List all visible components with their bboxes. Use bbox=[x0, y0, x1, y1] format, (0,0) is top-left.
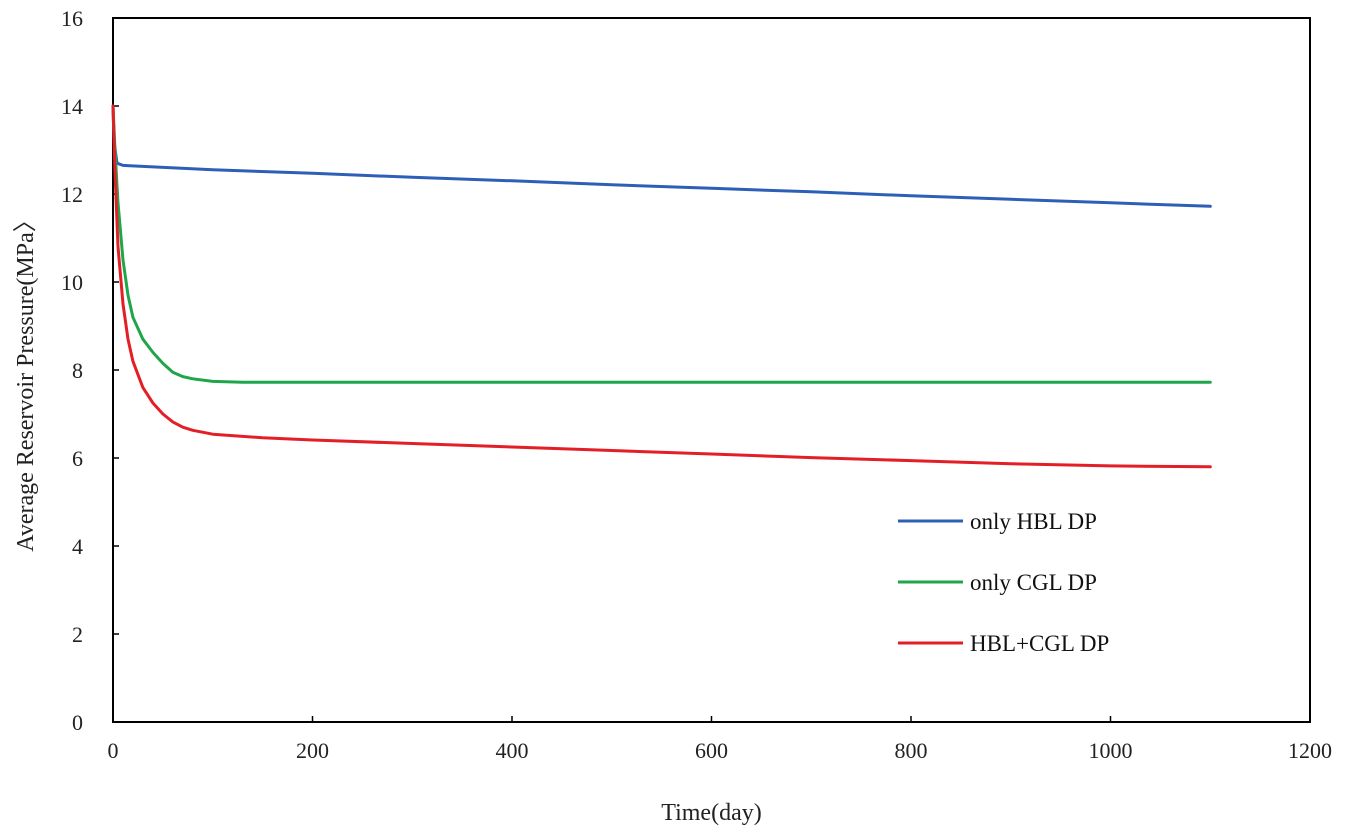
x-tick-label: 200 bbox=[296, 738, 329, 763]
y-tick-label: 14 bbox=[61, 94, 83, 119]
y-tick-label: 6 bbox=[72, 446, 83, 471]
x-tick-label: 600 bbox=[695, 738, 728, 763]
series-line-0 bbox=[111, 104, 1212, 208]
y-tick-label: 10 bbox=[61, 270, 83, 295]
x-tick-label: 1200 bbox=[1288, 738, 1332, 763]
series-line-1 bbox=[111, 104, 1212, 384]
legend-label-0: only HBL DP bbox=[970, 509, 1097, 534]
plot-area bbox=[112, 17, 1311, 723]
x-tick-label: 400 bbox=[496, 738, 529, 763]
y-tick-label: 0 bbox=[72, 710, 83, 735]
legend-label-1: only CGL DP bbox=[970, 570, 1097, 595]
legend-label-2: HBL+CGL DP bbox=[970, 631, 1109, 656]
x-axis: 0 200 400 600 800 1000 1200 bbox=[108, 716, 1332, 763]
legend: only HBL DP only CGL DP HBL+CGL DP bbox=[898, 509, 1109, 656]
y-tick-label: 16 bbox=[61, 6, 83, 31]
series-layer bbox=[111, 104, 1212, 469]
y-tick-label: 12 bbox=[61, 182, 83, 207]
y-axis-title: Average Reservoir Pressure(MPa〉 bbox=[13, 208, 39, 551]
y-tick-label: 8 bbox=[72, 358, 83, 383]
y-tick-label: 4 bbox=[72, 534, 83, 559]
x-tick-label: 800 bbox=[895, 738, 928, 763]
y-axis: 0 2 4 6 8 10 12 14 16 bbox=[61, 6, 119, 735]
x-tick-label: 0 bbox=[108, 738, 119, 763]
x-tick-label: 1000 bbox=[1089, 738, 1133, 763]
x-axis-title: Time(day) bbox=[661, 800, 761, 826]
y-tick-label: 2 bbox=[72, 622, 83, 647]
series-line-2 bbox=[111, 104, 1212, 469]
